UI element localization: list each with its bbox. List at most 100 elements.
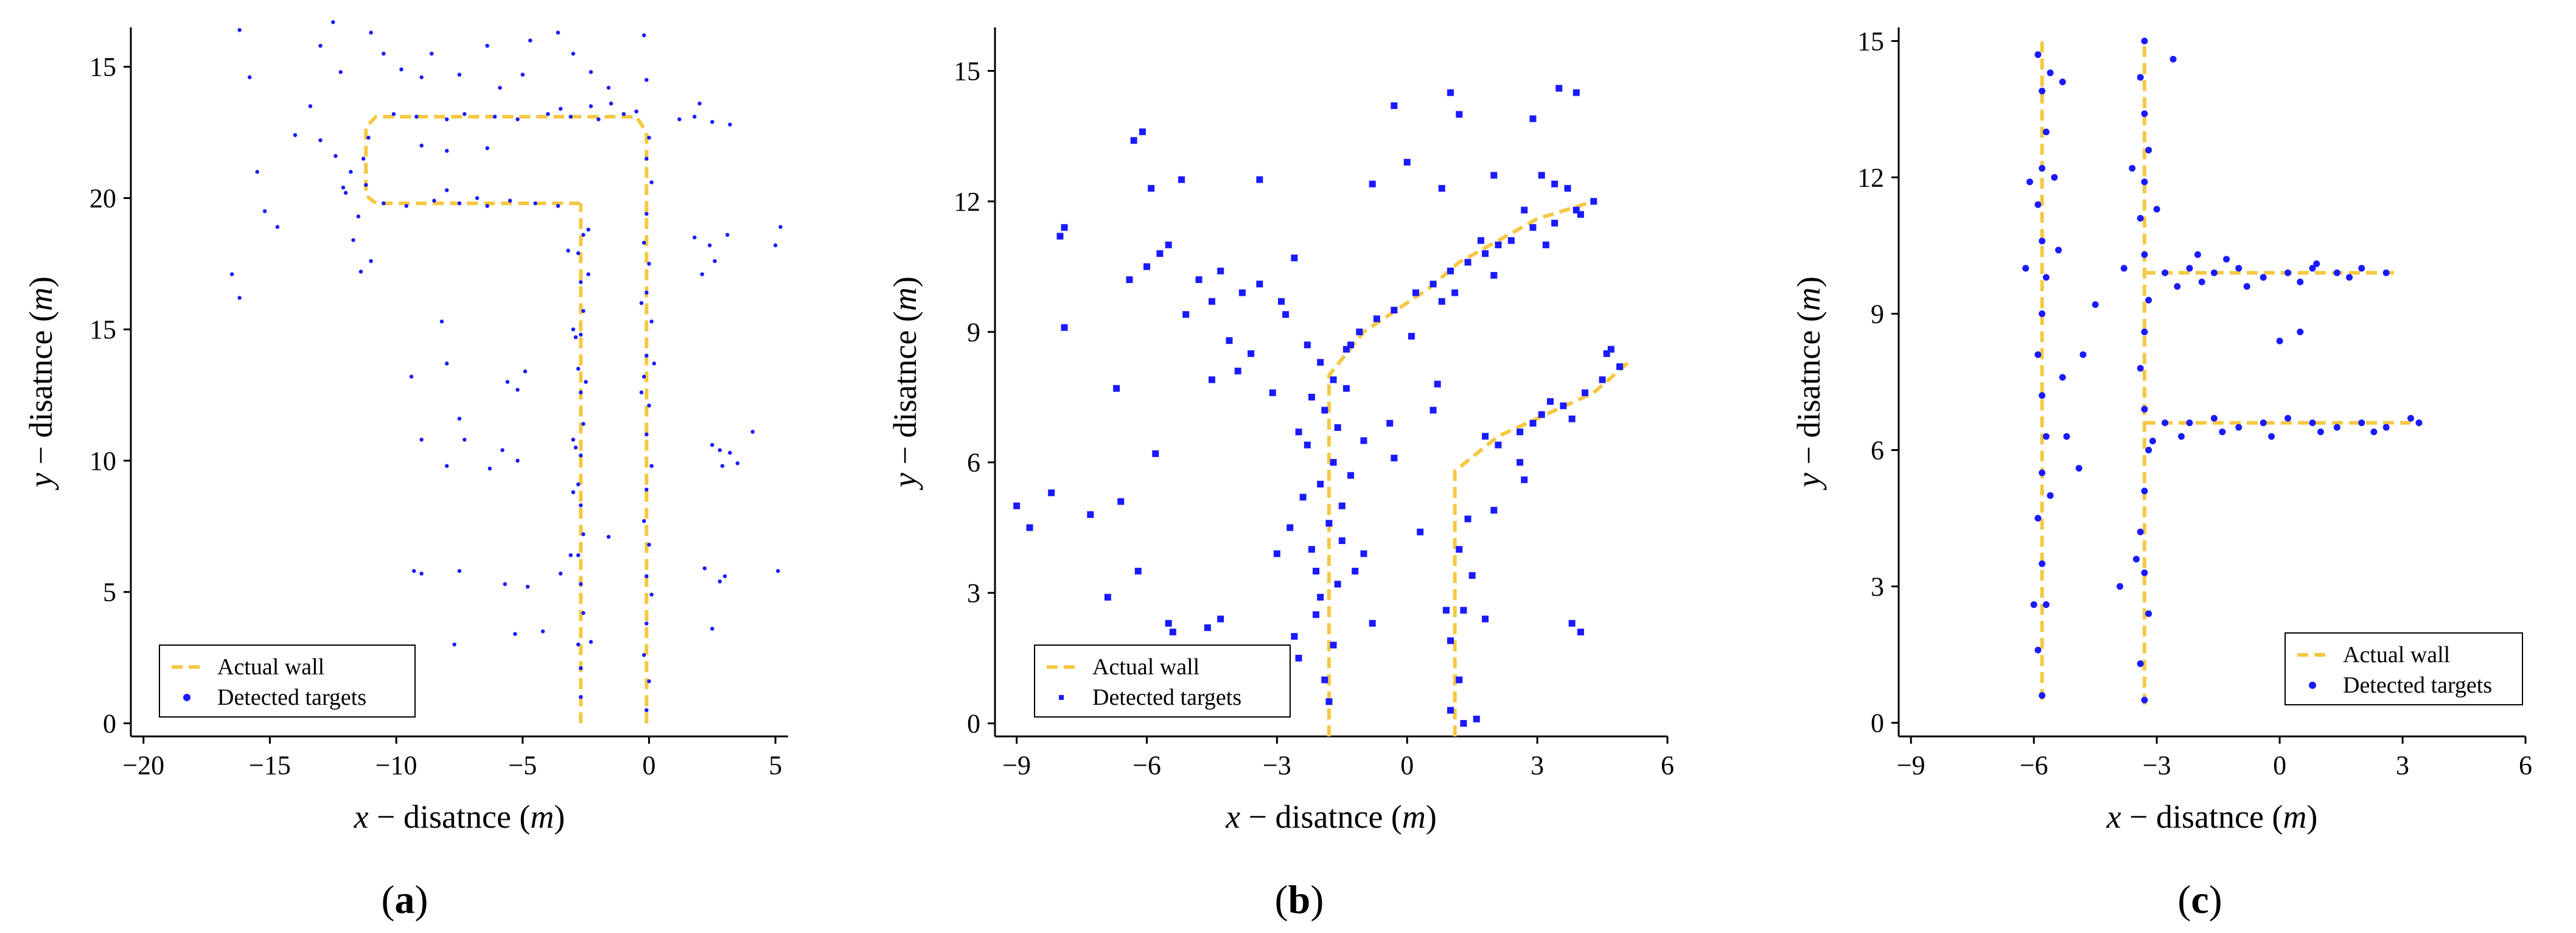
detected-target-point (2079, 351, 2087, 358)
detected-target-point (1208, 376, 1215, 383)
detected-target-point (1342, 346, 1350, 353)
detected-target-point (571, 51, 576, 56)
x-tick-label: −9 (1897, 750, 1925, 780)
detected-target-point (2059, 79, 2066, 86)
detected-target-point (573, 335, 578, 340)
detected-target-point (2178, 433, 2185, 440)
detected-target-point (778, 225, 783, 229)
detected-target-point (728, 122, 732, 127)
detected-target-point (609, 101, 613, 106)
y-axis-close: ) (1790, 276, 1827, 287)
detected-target-point (1291, 254, 1298, 262)
detected-target-point (419, 75, 424, 80)
x-tick-label: −6 (2020, 750, 2048, 780)
detected-target-point (596, 117, 601, 122)
detected-target-point (1299, 494, 1307, 501)
y-tick-label: 12 (954, 187, 980, 217)
detected-target-point (1313, 611, 1320, 618)
detected-target-point (1134, 567, 1142, 575)
detected-target-point (369, 30, 373, 35)
detected-target-point (579, 695, 583, 699)
detected-target-point (498, 85, 502, 90)
detected-target-point (647, 404, 651, 408)
detected-target-point (1391, 102, 1398, 110)
detected-target-point (639, 301, 644, 306)
detected-target-point (750, 430, 755, 434)
detected-target-point (2141, 251, 2148, 258)
detected-target-point (409, 374, 414, 379)
detected-target-point (1308, 394, 1315, 401)
detected-target-point (644, 156, 649, 161)
detected-target-point (639, 390, 644, 395)
detected-target-point (2297, 278, 2304, 285)
detected-target-point (444, 362, 449, 366)
detected-target-point (649, 180, 654, 184)
legend-wall-label: Actual wall (2343, 642, 2450, 668)
detected-target-point (2137, 74, 2144, 81)
detected-target-point (2042, 274, 2050, 281)
detected-target-point (1572, 89, 1580, 96)
detected-target-point (2034, 51, 2042, 58)
detected-target-point (2276, 337, 2283, 344)
detected-target-point (444, 188, 449, 192)
detected-target-point (1087, 511, 1094, 518)
detected-target-point (341, 185, 346, 190)
detected-target-point (1495, 241, 1502, 248)
detected-target-point (581, 610, 585, 615)
detected-target-point (2210, 414, 2218, 422)
detected-target-point (2162, 269, 2169, 276)
detected-target-point (2219, 428, 2226, 436)
detected-target-point (1447, 637, 1454, 645)
detected-target-point (579, 666, 583, 671)
detected-target-point (576, 366, 581, 371)
detected-target-point (697, 101, 702, 106)
detected-target-point (2194, 251, 2201, 258)
detected-target-point (1438, 298, 1445, 305)
detected-target-point (2022, 265, 2030, 272)
detected-target-point (358, 270, 363, 274)
detected-target-point (1347, 472, 1355, 479)
detected-target-point (573, 446, 578, 450)
detected-target-point (649, 464, 654, 468)
y-tick-label: 6 (1871, 436, 1884, 466)
detected-target-point (2210, 269, 2218, 276)
x-tick-label: 6 (1661, 750, 1674, 780)
detected-target-point (773, 243, 778, 248)
detected-target-point (2243, 283, 2250, 290)
detected-target-point (776, 568, 780, 573)
detected-target-point (1429, 407, 1437, 414)
detected-target-point (2285, 414, 2292, 422)
detected-target-point (1442, 607, 1450, 614)
detected-target-point (1529, 224, 1537, 231)
detected-target-point (717, 448, 722, 452)
y-axis-text: − disatnce ( (887, 311, 923, 473)
detected-target-point (2346, 274, 2353, 281)
detected-target-point (2149, 438, 2156, 445)
detected-target-point (1490, 172, 1498, 179)
detected-target-point (571, 327, 576, 332)
detected-target-point (1542, 241, 1549, 248)
detected-target-point (485, 146, 489, 150)
detected-target-point (722, 574, 727, 579)
x-axis-text: − disatnce ( (2121, 798, 2283, 835)
detected-target-point (576, 553, 581, 557)
detected-target-point (457, 568, 462, 573)
detected-target-point (1204, 624, 1211, 631)
y-tick-label: 15 (89, 52, 116, 82)
detected-target-point (1156, 250, 1164, 257)
detected-target-point (588, 70, 593, 74)
detected-target-point (349, 170, 353, 174)
x-tick-label: 6 (2519, 750, 2532, 780)
detected-target-point (1226, 337, 1233, 344)
detected-target-point (576, 642, 581, 647)
detected-target-point (444, 117, 449, 122)
x-axis-text: − disatnce ( (369, 798, 531, 835)
detected-target-point (452, 642, 456, 647)
detected-target-point (1460, 720, 1467, 727)
detected-target-point (1248, 350, 1255, 357)
detected-target-point (361, 156, 366, 161)
y-axis-var: y (1790, 473, 1827, 491)
detected-target-point (419, 438, 424, 442)
detected-target-point (2042, 128, 2050, 136)
